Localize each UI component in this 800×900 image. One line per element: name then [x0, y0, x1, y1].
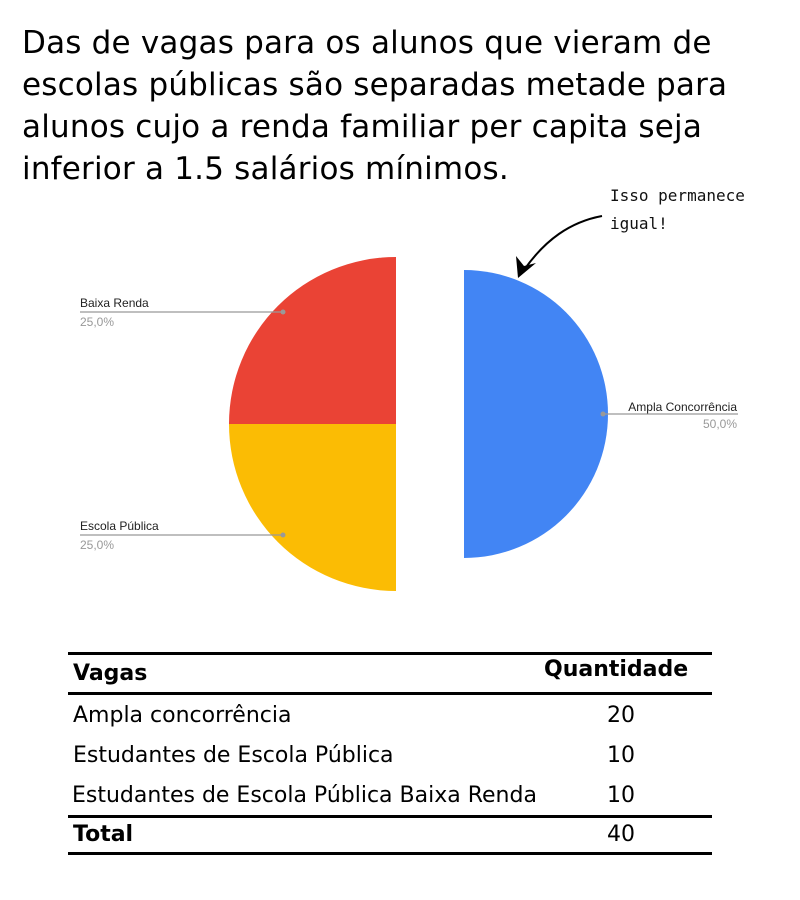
table-row: Estudantes de Escola Pública Baixa Renda… [68, 775, 712, 815]
vagas-table: Vagas Quantidade Ampla concorrência 20 E… [68, 652, 712, 855]
row-value: 20 [607, 703, 635, 728]
header-quantidade: Quantidade [544, 657, 689, 682]
pie-slice-baixa-renda [229, 424, 396, 591]
table-row: Ampla concorrência 20 [68, 695, 712, 735]
table-total-row: Total 40 [68, 818, 712, 852]
row-label: Estudantes de Escola Pública [73, 743, 394, 768]
table-total-rule [68, 815, 712, 818]
row-value: 10 [607, 783, 635, 808]
slice-pct-baixa-renda: 25,0% [80, 315, 114, 329]
table-header-row: Vagas Quantidade [68, 655, 712, 692]
pie-slice-escola-publica [229, 257, 396, 424]
annotation-arrow [523, 215, 603, 271]
annotation-arrow-head [516, 256, 536, 278]
total-value: 40 [607, 822, 635, 847]
row-label: Estudantes de Escola Pública Baixa Renda [72, 783, 537, 808]
slice-label-ampla-concorrencia: Ampla Concorrência [628, 400, 737, 414]
callout-escola-publica: Escola Pública 25,0% [80, 519, 286, 552]
slice-label-escola-publica: Escola Pública [80, 519, 159, 533]
pie-slice-ampla-concorrencia [464, 270, 608, 558]
table-row: Estudantes de Escola Pública 10 [68, 735, 712, 775]
pie-chart: Ampla Concorrência 50,0% Baixa Renda 25,… [80, 186, 745, 591]
callout-ampla-concorrencia: Ampla Concorrência 50,0% [600, 400, 738, 431]
total-label: Total [73, 822, 134, 847]
annotation: Isso permanece igual! [516, 186, 745, 278]
row-label: Ampla concorrência [73, 703, 292, 728]
annotation-line-1: Isso permanece [610, 186, 745, 205]
row-value: 10 [607, 743, 635, 768]
slice-pct-escola-publica: 25,0% [80, 538, 114, 552]
annotation-line-2: igual! [610, 214, 668, 233]
slice-label-baixa-renda: Baixa Renda [80, 296, 149, 310]
header-vagas: Vagas [73, 661, 148, 686]
table-bottom-rule [68, 852, 712, 855]
table-top-rule [68, 652, 712, 655]
slice-pct-ampla-concorrencia: 50,0% [703, 417, 737, 431]
page-heading: Das de vagas para os alunos que vieram d… [22, 25, 728, 187]
table-header-rule [68, 692, 712, 695]
callout-baixa-renda: Baixa Renda 25,0% [80, 296, 286, 329]
